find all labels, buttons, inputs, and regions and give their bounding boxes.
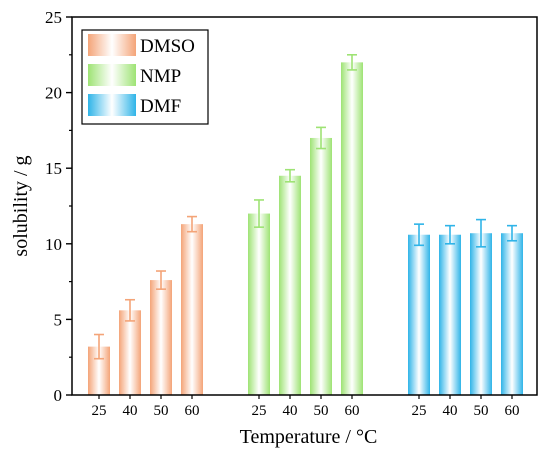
y-tick-label: 15 <box>45 159 62 178</box>
legend-label: DMSO <box>140 36 195 57</box>
error-bar-dmso-60 <box>187 215 197 233</box>
bar-dmf-25 <box>408 234 430 395</box>
bar-dmso-60 <box>181 224 203 395</box>
bar-nmp-40 <box>279 175 301 395</box>
x-tick-label: 40 <box>283 403 298 419</box>
x-tick-label: 25 <box>252 403 267 419</box>
x-tick-label: 50 <box>314 403 329 419</box>
bar-dmso-50 <box>150 280 172 395</box>
legend-label: NMP <box>140 66 181 87</box>
error-bar-dmf-50 <box>476 218 486 248</box>
x-tick-label: 60 <box>185 403 200 419</box>
x-tick-label: 40 <box>443 403 458 419</box>
y-tick-label: 0 <box>54 386 63 405</box>
bar-dmso-40 <box>119 310 141 395</box>
x-tick-label: 60 <box>345 403 360 419</box>
x-tick-label: 60 <box>505 403 520 419</box>
legend-label: DMF <box>140 96 181 117</box>
x-tick-label: 25 <box>412 403 427 419</box>
bar-nmp-25 <box>248 213 270 395</box>
error-bar-nmp-40 <box>285 168 295 183</box>
error-bar-nmp-50 <box>316 126 326 150</box>
legend-item-dmf: DMF <box>88 94 181 117</box>
bar-dmf-50 <box>470 233 492 395</box>
bar-dmso-25 <box>88 346 110 395</box>
legend-item-nmp: NMP <box>88 64 181 87</box>
y-axis-label: solubility / g <box>10 155 32 256</box>
error-bar-dmf-25 <box>414 223 424 247</box>
y-tick-label: 5 <box>54 310 63 329</box>
x-tick-label: 50 <box>154 403 169 419</box>
y-tick-label: 20 <box>45 84 62 103</box>
y-tick-label: 10 <box>45 235 62 254</box>
error-bar-dmso-50 <box>156 270 166 290</box>
x-tick-label: 25 <box>92 403 107 419</box>
x-axis: 25 40 50 60 25 40 50 60 25 40 50 60 <box>92 395 520 419</box>
x-tick-label: 40 <box>123 403 138 419</box>
x-axis-label: Temperature / °C <box>240 426 378 448</box>
legend-swatch <box>88 64 136 86</box>
bar-dmf-60 <box>501 233 523 395</box>
bar-nmp-50 <box>310 137 332 395</box>
y-tick-label: 25 <box>45 8 62 27</box>
bar-dmf-40 <box>439 234 461 395</box>
error-bar-nmp-25 <box>254 199 264 228</box>
y-axis: 0 5 10 15 20 25 <box>45 8 72 405</box>
error-bar-dmso-25 <box>94 333 104 360</box>
bar-nmp-60 <box>341 62 363 396</box>
error-bar-dmf-40 <box>445 224 455 245</box>
bars-layer <box>88 62 523 396</box>
legend: DMSO NMP DMF <box>81 29 209 125</box>
error-bar-dmso-40 <box>125 298 135 322</box>
error-bar-dmf-60 <box>507 224 517 242</box>
legend-item-dmso: DMSO <box>88 34 195 57</box>
legend-swatch <box>88 94 136 116</box>
error-bar-nmp-60 <box>347 53 357 71</box>
x-tick-label: 50 <box>474 403 489 419</box>
legend-swatch <box>88 34 136 56</box>
error-bars-layer <box>94 53 517 360</box>
